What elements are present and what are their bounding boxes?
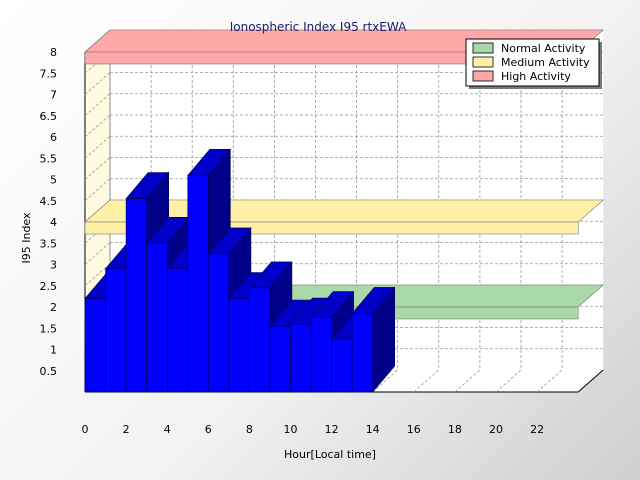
- y-tick-label: 5: [50, 174, 57, 187]
- floor-right-edge: [577, 369, 604, 393]
- x-tick-label: 8: [246, 423, 253, 436]
- y-tick-label: 5.5: [40, 152, 58, 165]
- grid-h-left: [84, 135, 111, 159]
- x-tick-label: 22: [530, 423, 544, 436]
- y-tick-label: 4.5: [40, 195, 58, 208]
- x-tick-label: 20: [489, 423, 503, 436]
- grid-h-left: [84, 93, 111, 117]
- bar: [208, 253, 230, 393]
- y-axis-label: I95 Index: [20, 212, 33, 264]
- grid-v-floor: [372, 369, 398, 393]
- x-tick-label: 18: [448, 423, 462, 436]
- y-tick-label: 1.5: [40, 322, 58, 335]
- y-tick-label: 1: [50, 344, 57, 357]
- x-tick-label: 2: [123, 423, 130, 436]
- y-tick-label: 7.5: [40, 67, 58, 80]
- bar: [125, 198, 147, 393]
- y-tick-label: 2.5: [40, 280, 58, 293]
- legend-swatch-normal: [472, 42, 494, 54]
- grid-h-left: [84, 263, 111, 287]
- bar: [84, 298, 106, 393]
- axis-ticks: 0.5 1 1.5 2 2.5 3 3.5 4 4.5 5 5.5 6 6.5 7 7.5 8 0 2 4 6 8 10 1…: [40, 46, 545, 436]
- x-tick-label: 14: [366, 423, 380, 436]
- grid-h-left: [84, 157, 111, 180]
- bar: [187, 174, 209, 393]
- grid-v-floor: [413, 369, 440, 393]
- grid-h-left: [84, 72, 111, 95]
- bar: [228, 298, 250, 393]
- bar: [166, 268, 189, 393]
- bar: [331, 338, 353, 393]
- legend-label-normal: Normal Activity: [501, 42, 586, 55]
- grid-h-left: [84, 242, 111, 265]
- x-tick-label: 16: [407, 423, 421, 436]
- legend-label-medium: Medium Activity: [501, 56, 590, 69]
- y-tick-label: 4: [50, 216, 57, 229]
- y-tick-label: 7: [50, 89, 57, 102]
- data-bars: [84, 148, 396, 393]
- bar: [146, 242, 168, 393]
- bar: [351, 313, 373, 393]
- x-tick-label: 4: [164, 423, 171, 436]
- x-axis-label: Hour[Local time]: [284, 448, 376, 461]
- x-tick-label: 12: [325, 423, 339, 436]
- legend-swatch-high: [472, 70, 494, 82]
- chart-title: Ionospheric Index I95 rtxEWA: [230, 20, 407, 34]
- y-tick-label: 3: [50, 259, 57, 272]
- x-tick-label: 6: [205, 423, 212, 436]
- bar: [249, 287, 271, 393]
- bar: [290, 323, 312, 393]
- bar: [310, 317, 332, 393]
- y-tick-label: 3.5: [40, 237, 58, 250]
- bar: [269, 325, 291, 393]
- legend: Normal Activity Medium Activity High Act…: [465, 38, 602, 89]
- y-tick-label: 2: [50, 301, 57, 314]
- grid-h-left: [84, 114, 111, 138]
- legend-label-high: High Activity: [501, 70, 571, 83]
- grid-v-floor: [536, 369, 563, 393]
- x-tick-label: 0: [82, 423, 89, 436]
- grid-v-floor: [495, 369, 522, 393]
- x-tick-label: 10: [284, 423, 298, 436]
- legend-swatch-medium: [472, 56, 494, 68]
- bar: [105, 268, 127, 393]
- y-tick-label: 6.5: [40, 110, 58, 123]
- y-tick-label: 0.5: [40, 365, 58, 378]
- y-tick-label: 6: [50, 131, 57, 144]
- grid-h-left: [84, 178, 111, 202]
- grid-v-floor: [454, 369, 481, 393]
- y-tick-label: 8: [50, 46, 57, 59]
